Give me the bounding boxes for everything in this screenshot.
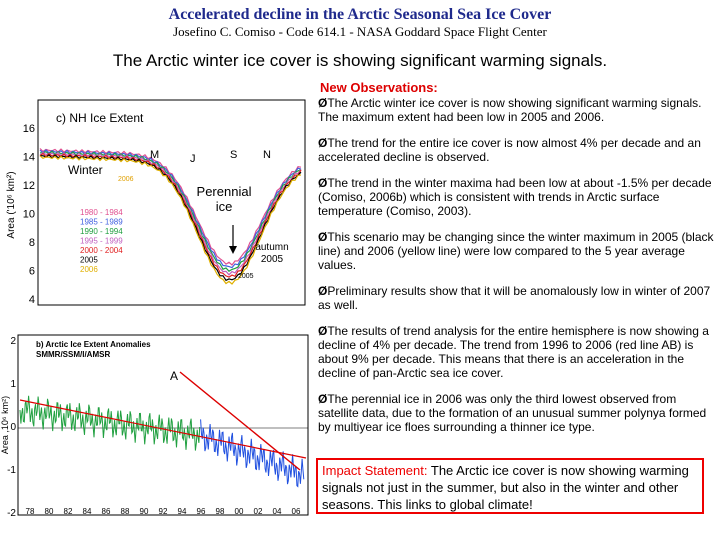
bullet: ØPreliminary results show that it will b… xyxy=(318,284,714,312)
x-tick-label: 84 xyxy=(83,507,92,516)
season-curve xyxy=(39,151,302,276)
bullet: ØThis scenario may be changing since the… xyxy=(318,230,714,272)
x-tick-label: 78 xyxy=(26,507,35,516)
bullet-text: The perennial ice in 2006 was only the t… xyxy=(318,392,707,434)
x-tick-label: 98 xyxy=(216,507,225,516)
subtitle: Josefino C. Comiso - Code 614.1 - NASA G… xyxy=(173,24,547,39)
x-tick-label: 92 xyxy=(159,507,168,516)
bullet-marker: Ø xyxy=(318,284,328,298)
y-tick-label: 2 xyxy=(10,336,16,347)
bullet-text: The results of trend analysis for the en… xyxy=(318,324,709,380)
headline: The Arctic winter ice cover is showing s… xyxy=(112,51,608,70)
x-tick-label: 94 xyxy=(178,507,187,516)
y-tick-label: 4 xyxy=(29,294,35,306)
observations-heading: New Observations: xyxy=(320,80,438,95)
impact-box: Impact Statement: The Arctic ice cover i… xyxy=(316,458,704,514)
bullet: ØThe trend for the entire ice cover is n… xyxy=(318,136,714,164)
x-tick-label: 88 xyxy=(121,507,130,516)
bullet: ØThe results of trend analysis for the e… xyxy=(318,324,714,380)
legend-entry: 2000 - 2004 xyxy=(80,246,123,255)
season-curve xyxy=(39,148,302,266)
y-tick-label: -2 xyxy=(7,508,16,519)
legend-entry: 1995 - 1999 xyxy=(80,237,123,246)
top-frame xyxy=(37,99,306,306)
bullet-marker: Ø xyxy=(318,176,328,190)
y-tick-label: 0 xyxy=(10,422,16,433)
legend-entry: 1985 - 1989 xyxy=(80,218,123,227)
y-tick-label: 10 xyxy=(23,209,35,221)
y-tick-label: -1 xyxy=(7,465,16,476)
y-tick-label: 8 xyxy=(29,237,35,249)
year-label: 2006 xyxy=(118,176,134,183)
legend-entry: 1980 - 1984 xyxy=(80,208,123,217)
season-curve xyxy=(39,150,302,272)
summer-label: 2005 xyxy=(238,273,254,280)
bullet-list: ØThe Arctic winter ice cover is now show… xyxy=(318,96,714,446)
bullet-marker: Ø xyxy=(318,392,328,406)
perennial-label: Perennial xyxy=(197,184,252,199)
month-label: S xyxy=(230,149,237,161)
bullet-marker: Ø xyxy=(318,230,328,244)
bullet-text: The Arctic winter ice cover is now showi… xyxy=(318,96,702,124)
winter-label: Winter xyxy=(68,163,103,177)
bullet-marker: Ø xyxy=(318,324,328,338)
x-tick-label: 82 xyxy=(64,507,73,516)
y-tick-label: 6 xyxy=(29,266,35,278)
x-tick-label: 00 xyxy=(235,507,244,516)
y-tick-label: 14 xyxy=(23,152,35,164)
trend-line xyxy=(19,399,307,459)
season-curve xyxy=(39,149,302,269)
x-tick-label: 06 xyxy=(292,507,301,516)
legend-entry: 2005 xyxy=(80,256,98,265)
figure-title: b) Arctic Ice Extent Anomalies xyxy=(36,340,151,349)
bullet: ØThe Arctic winter ice cover is now show… xyxy=(318,96,714,124)
title: Accelerated decline in the Arctic Season… xyxy=(168,6,552,23)
bullet: ØThe perennial ice in 2006 was only the … xyxy=(318,392,714,434)
x-tick-label: 02 xyxy=(254,507,263,516)
legend-entry: 1990 - 1994 xyxy=(80,227,123,236)
season-curve xyxy=(39,152,302,278)
autumn-label: 2005 xyxy=(261,254,284,265)
x-tick-label: 80 xyxy=(45,507,54,516)
month-label: J xyxy=(190,153,196,165)
impact-label: Impact Statement: xyxy=(322,463,428,478)
figure-title: c) NH Ice Extent xyxy=(56,111,144,125)
legend-entry: 2006 xyxy=(80,265,98,274)
impact-text: The Arctic ice cover is now showing warm… xyxy=(322,463,689,512)
y-axis-label: Area ,10⁶ km²) xyxy=(0,396,10,454)
bullet: ØThe trend in the winter maxima had been… xyxy=(318,176,714,218)
bullet-text: The trend for the entire ice cover is no… xyxy=(318,136,701,164)
x-tick-label: 96 xyxy=(197,507,206,516)
y-tick-label: 16 xyxy=(23,123,35,135)
bullet-marker: Ø xyxy=(318,96,328,110)
bullet-text: The trend in the winter maxima had been … xyxy=(318,176,712,218)
bullet-text: Preliminary results show that it will be… xyxy=(318,284,711,312)
season-curve xyxy=(39,155,302,285)
point-label: A xyxy=(170,369,178,383)
x-tick-label: 90 xyxy=(140,507,149,516)
bullet-marker: Ø xyxy=(318,136,328,150)
figure-subtitle: SMMR/SSM/I/AMSR xyxy=(36,350,110,359)
y-tick-label: 1 xyxy=(10,379,16,390)
month-label: N xyxy=(263,149,271,161)
x-tick-label: 86 xyxy=(102,507,111,516)
x-tick-label: 04 xyxy=(273,507,282,516)
y-axis-label: Area ('10⁶ km²) xyxy=(6,171,17,238)
y-tick-label: 12 xyxy=(23,180,35,192)
season-curve xyxy=(39,154,302,282)
trend-line xyxy=(179,371,301,471)
bullet-text: This scenario may be changing since the … xyxy=(318,230,714,272)
perennial-label: ice xyxy=(216,199,233,214)
arrow-head xyxy=(229,246,237,254)
autumn-label: autumn xyxy=(255,242,288,253)
month-label: M xyxy=(150,149,159,161)
anomaly-line xyxy=(200,419,305,488)
